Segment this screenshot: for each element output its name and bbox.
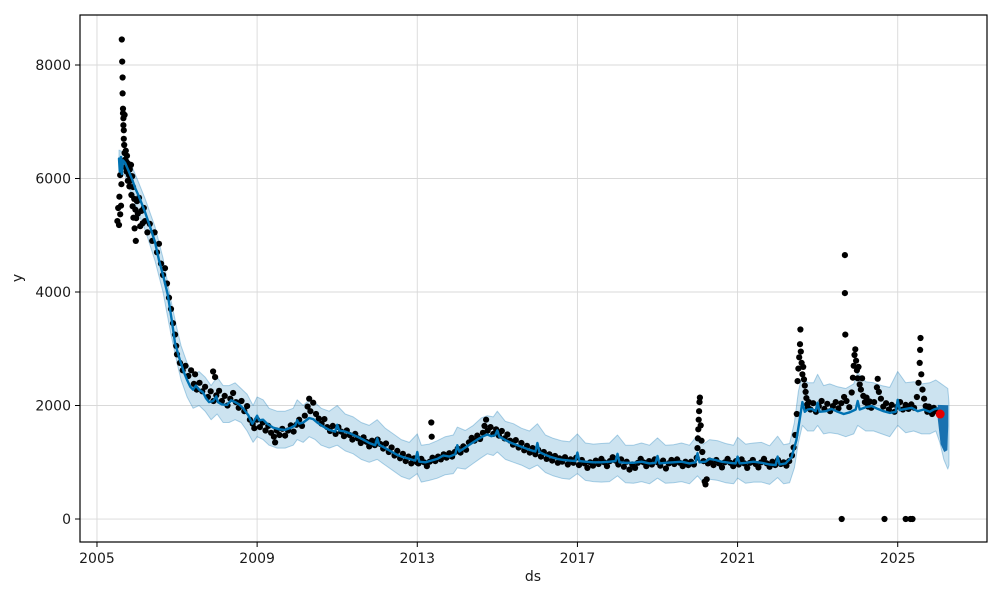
tick-labels: 2005 2009 2013 2017 2021 2025 0 2000 4000 6000 800… [35,58,915,567]
svg-text:0: 0 [62,512,71,528]
y-axis-label: y [10,274,26,282]
axes-spines [79,14,988,543]
gridlines [80,15,987,542]
red-point [935,409,945,419]
tick-marks [75,64,899,547]
svg-text:2000: 2000 [35,399,71,415]
svg-text:2009: 2009 [239,551,275,567]
svg-text:2021: 2021 [720,551,756,567]
svg-text:8000: 8000 [35,58,71,74]
svg-text:4000: 4000 [35,285,71,301]
uncertainty-band [118,149,950,485]
svg-text:2013: 2013 [399,551,435,567]
svg-text:2017: 2017 [560,551,596,567]
trend-line [117,155,939,467]
x-axis-label: ds [525,569,541,585]
svg-text:2005: 2005 [79,551,115,567]
scatter-points [114,36,939,523]
svg-text:2025: 2025 [880,551,916,567]
svg-text:6000: 6000 [35,172,71,188]
